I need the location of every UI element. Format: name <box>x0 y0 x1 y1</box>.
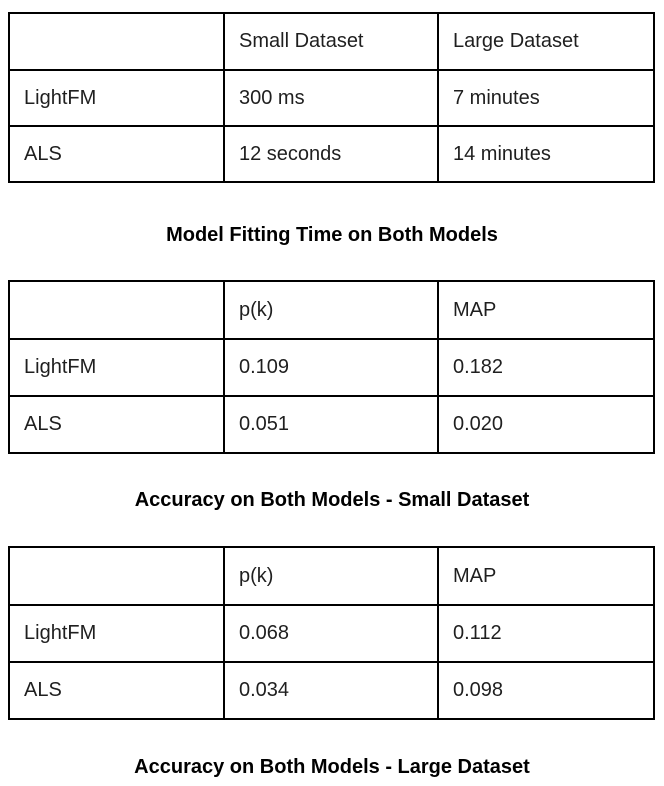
table-cell: 14 minutes <box>437 125 655 183</box>
table-caption: Model Fitting Time on Both Models <box>166 224 498 246</box>
accuracy-large-table: p(k) MAP LightFM 0.068 0.112 ALS 0.034 0… <box>8 546 655 720</box>
row-label-cell: ALS <box>8 661 225 720</box>
table-caption: Accuracy on Both Models - Small Dataset <box>134 489 530 511</box>
table-cell: 0.068 <box>223 604 439 663</box>
table-cell: 300 ms <box>223 69 439 127</box>
table-cell: 0.020 <box>437 395 655 454</box>
header-cell <box>8 280 225 340</box>
table-row: ALS 12 seconds 14 minutes <box>8 125 655 183</box>
header-cell: MAP <box>437 546 655 606</box>
table-row: LightFM 0.109 0.182 <box>8 338 655 397</box>
row-label-cell: LightFM <box>8 69 225 127</box>
table-header-row: Small Dataset Large Dataset <box>8 12 655 71</box>
table-cell: 7 minutes <box>437 69 655 127</box>
table-header-row: p(k) MAP <box>8 546 655 606</box>
row-label-cell: LightFM <box>8 604 225 663</box>
table-row: LightFM 0.068 0.112 <box>8 604 655 663</box>
header-cell <box>8 546 225 606</box>
table-header-row: p(k) MAP <box>8 280 655 340</box>
table-cell: 12 seconds <box>223 125 439 183</box>
accuracy-small-table: p(k) MAP LightFM 0.109 0.182 ALS 0.051 0… <box>8 280 655 454</box>
table-cell: 0.051 <box>223 395 439 454</box>
header-cell: Large Dataset <box>437 12 655 71</box>
row-label-cell: ALS <box>8 125 225 183</box>
row-label-cell: ALS <box>8 395 225 454</box>
table-cell: 0.034 <box>223 661 439 720</box>
table-cell: 0.112 <box>437 604 655 663</box>
table-row: ALS 0.051 0.020 <box>8 395 655 454</box>
table-row: LightFM 300 ms 7 minutes <box>8 69 655 127</box>
table-cell: 0.182 <box>437 338 655 397</box>
header-cell: Small Dataset <box>223 12 439 71</box>
header-cell: p(k) <box>223 546 439 606</box>
header-cell: p(k) <box>223 280 439 340</box>
table-caption: Accuracy on Both Models - Large Dataset <box>134 756 530 778</box>
header-cell: MAP <box>437 280 655 340</box>
table-row: ALS 0.034 0.098 <box>8 661 655 720</box>
fitting-time-table: Small Dataset Large Dataset LightFM 300 … <box>8 12 655 183</box>
table-cell: 0.098 <box>437 661 655 720</box>
table-cell: 0.109 <box>223 338 439 397</box>
row-label-cell: LightFM <box>8 338 225 397</box>
header-cell <box>8 12 225 71</box>
